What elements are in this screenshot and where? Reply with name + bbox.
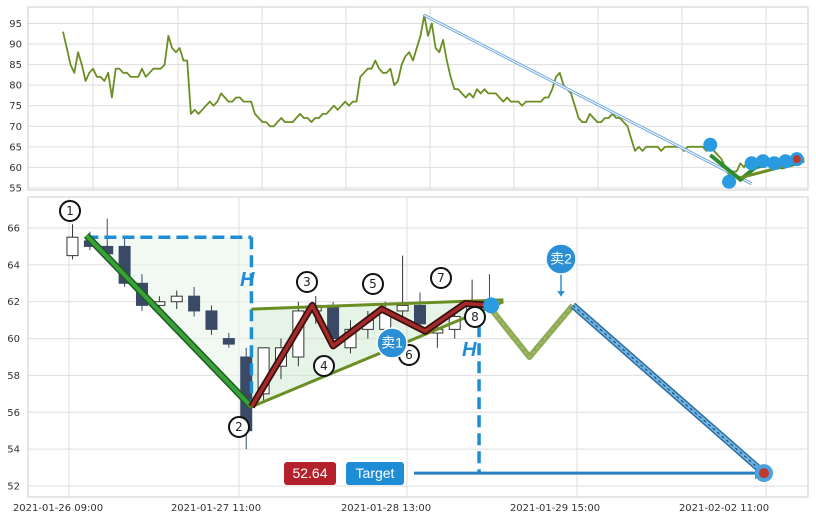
overview-y-tick-label: 95 [9, 19, 22, 30]
overview-marker [767, 156, 782, 171]
detail-x-tick-label: 2021-01-26 09:00 [13, 503, 103, 514]
h-label-left: H [240, 269, 255, 291]
pattern-point-circle [296, 271, 318, 293]
overview-y-tick-label: 75 [9, 101, 22, 112]
pattern-point-label: 3 [303, 275, 311, 289]
sell-marker-1-label: 卖1 [381, 335, 403, 351]
sell-marker-1 [376, 327, 408, 359]
overview-series-line [62, 14, 775, 177]
pattern-point-label: 7 [437, 271, 445, 285]
candle-body [396, 304, 409, 312]
pattern-point-circle [59, 200, 81, 222]
overview-y-tick-label: 80 [9, 81, 22, 92]
price-badge: 52.64 [284, 462, 336, 485]
pattern-point-circle [362, 273, 384, 295]
detail-x-tick-label: 2021-02-02 11:00 [679, 503, 769, 514]
down-leg [84, 233, 253, 409]
overview-marker [744, 156, 759, 171]
h-label-right: H [462, 339, 477, 361]
sell-marker-2-arrow [557, 291, 565, 297]
overview-y-tick-label: 70 [9, 122, 22, 133]
candle-body [222, 338, 235, 345]
overview-trend-line-core [424, 14, 752, 185]
overview-y-tick-label: 85 [9, 60, 22, 71]
detail-y-tick-label: 62 [7, 297, 20, 308]
detail-y-tick-label: 56 [7, 408, 20, 419]
candle-body [205, 310, 218, 330]
overview-marker [703, 137, 718, 152]
breakout-marker [483, 297, 500, 314]
price-badge-text: 52.64 [292, 465, 327, 481]
detail-y-tick-label: 52 [7, 482, 20, 493]
pattern-zigzag [249, 301, 492, 408]
overview-y-tick-label: 60 [9, 163, 22, 174]
target-marker-core [759, 468, 769, 479]
pattern-point-circle [313, 355, 335, 377]
pattern-point-circle [430, 267, 452, 289]
detail-y-tick-label: 66 [7, 224, 20, 235]
sell-marker-2 [545, 243, 577, 275]
pattern-point-label: 6 [405, 348, 413, 362]
overview-y-tick-label: 90 [9, 40, 22, 51]
overview-y-tick-label: 55 [9, 183, 22, 194]
overview-y-tick-label: 65 [9, 142, 22, 153]
candle-body [170, 295, 183, 303]
pattern-point-label: 1 [66, 204, 74, 218]
overview-marker [755, 154, 770, 169]
pattern-point-label: 5 [369, 277, 377, 291]
detail-y-tick-label: 60 [7, 334, 20, 345]
overview-marker [778, 154, 793, 169]
pattern-point-label: 2 [235, 420, 243, 434]
projection-down-dash [572, 305, 765, 474]
detail-y-tick-label: 58 [7, 371, 20, 382]
target-badge: Target [346, 462, 404, 485]
pattern-point-circle [228, 416, 250, 438]
pattern-point-label: 4 [320, 359, 328, 373]
lower-trendline [250, 300, 504, 409]
detail-x-tick-label: 2021-01-27 11:00 [171, 503, 261, 514]
overview-marker-end [792, 155, 801, 164]
detail-x-tick-label: 2021-01-29 15:00 [510, 503, 600, 514]
candle-body [66, 236, 79, 257]
upper-trendline [251, 298, 504, 311]
pattern-point-label: 8 [471, 310, 479, 324]
pattern-point-circle [464, 306, 486, 328]
detail-y-tick-label: 64 [7, 260, 20, 271]
overview-plot-area [27, 6, 809, 191]
overview-marker [722, 174, 737, 189]
detail-y-tick-label: 54 [7, 445, 20, 456]
target-badge-text: Target [356, 465, 395, 481]
detail-x-tick-label: 2021-01-28 13:00 [341, 503, 431, 514]
overview-panel: 55 60 65 70 75 80 85 90 95 [9, 6, 809, 194]
projection-zigzag-core [490, 304, 574, 359]
sell-marker-2-label: 卖2 [550, 251, 572, 267]
candle-body [188, 295, 201, 312]
candle-body [413, 304, 426, 325]
